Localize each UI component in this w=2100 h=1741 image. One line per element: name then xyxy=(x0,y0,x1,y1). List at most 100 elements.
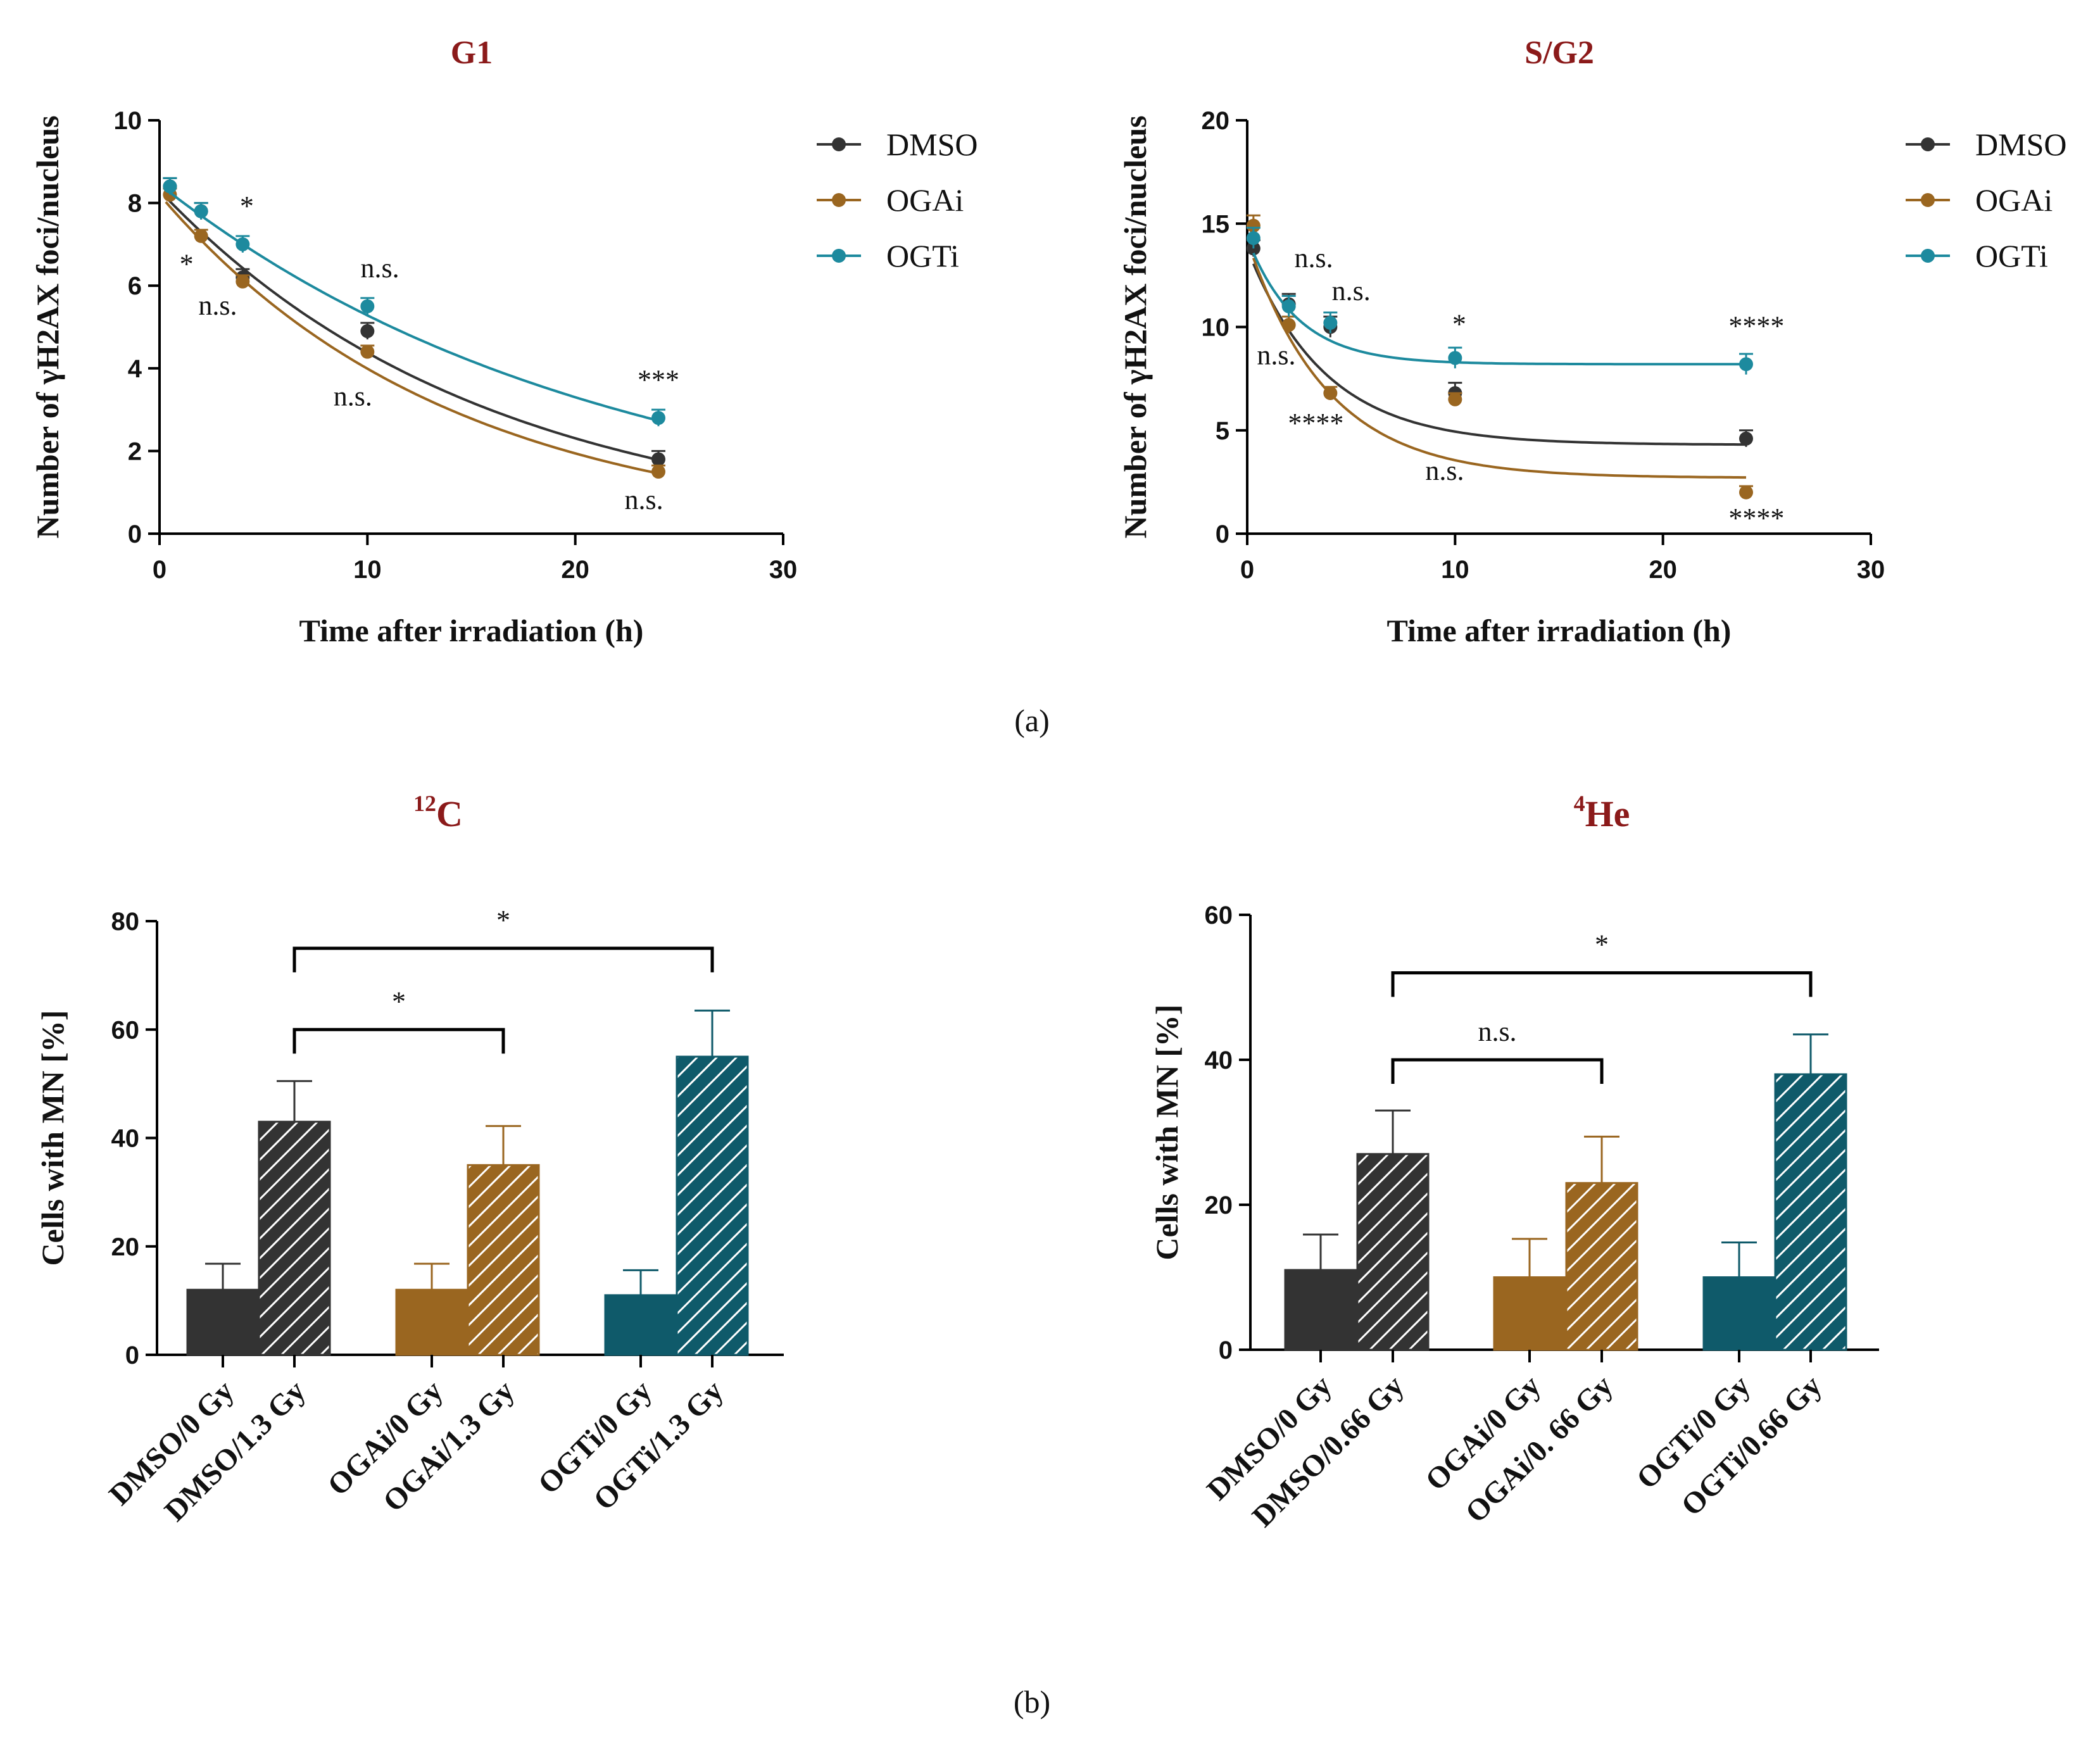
significance-label: **** xyxy=(1288,408,1343,439)
data-point-OGTi xyxy=(1246,231,1261,246)
significance-label: n.s. xyxy=(1295,242,1333,273)
data-point-OGAi xyxy=(236,274,250,289)
bar-OGTi/0 Gy xyxy=(1702,1276,1776,1351)
significance-label: **** xyxy=(1728,311,1784,342)
y-tick-label: 0 xyxy=(1216,520,1229,548)
data-point-DMSO xyxy=(1739,431,1753,446)
legend-label-OGAi: OGAi xyxy=(886,182,964,218)
legend-marker-OGAi xyxy=(832,193,846,207)
legend-label-OGAi: OGAi xyxy=(1975,182,2053,218)
bar-DMSO/0 Gy xyxy=(186,1288,260,1356)
y-tick-label: 10 xyxy=(1202,314,1230,342)
data-point-OGTi xyxy=(1739,357,1753,372)
y-tick-label: 40 xyxy=(1205,1046,1233,1074)
legend-marker-DMSO xyxy=(1921,137,1935,151)
data-point-OGTi xyxy=(1281,299,1296,313)
y-tick-label: 0 xyxy=(1219,1336,1233,1364)
significance-label: n.s. xyxy=(1478,1016,1516,1047)
legend-label-OGTi: OGTi xyxy=(886,238,959,273)
y-tick-label: 0 xyxy=(125,1342,139,1369)
significance-label: n.s. xyxy=(334,381,372,412)
chart-title: G1 xyxy=(451,35,493,71)
fit-curve-OGAi xyxy=(1252,257,1746,479)
y-tick-label: 2 xyxy=(128,437,142,465)
significance-label: **** xyxy=(1728,503,1784,534)
panel-label-a: (a) xyxy=(1014,703,1050,738)
bar-OGAi/0. 66 Gy xyxy=(1565,1182,1638,1351)
x-axis-label: Time after irradiation (h) xyxy=(299,613,644,648)
fit-curve-DMSO xyxy=(1252,263,1746,446)
bar-OGAi/0 Gy xyxy=(1493,1276,1566,1351)
y-tick-label: 5 xyxy=(1216,417,1229,445)
x-tick-label: 30 xyxy=(769,556,798,584)
chart-title-symbol: C xyxy=(436,793,463,834)
chart-title: 4He xyxy=(1574,791,1630,834)
significance-label: *** xyxy=(638,364,679,395)
significance-label: * xyxy=(240,191,254,222)
chart-g1: G1 0 2 4 6 8 10 0 10 20 30 Time after irradiation (… xyxy=(30,35,978,648)
chart-title-superscript: 4 xyxy=(1574,791,1585,816)
bar-OGTi/0.66 Gy xyxy=(1774,1073,1847,1351)
fit-curve-OGTi xyxy=(1252,252,1746,366)
significance-label: n.s. xyxy=(360,253,399,284)
y-axis-label: Number of γH2AX foci/nucleus xyxy=(30,115,65,538)
bar-OGTi/1.3 Gy xyxy=(676,1055,749,1356)
y-tick-label: 0 xyxy=(128,520,142,548)
data-point-OGTi xyxy=(1323,315,1338,330)
chart-title-symbol: He xyxy=(1585,793,1630,834)
data-point-OGTi xyxy=(651,411,665,425)
significance-label: n.s. xyxy=(1332,275,1371,306)
y-tick-label: 10 xyxy=(114,107,142,135)
x-tick-label: 0 xyxy=(153,556,167,584)
significance-bracket xyxy=(292,1028,505,1054)
legend-marker-OGTi xyxy=(1921,249,1935,263)
bar-DMSO/1.3 Gy xyxy=(258,1121,331,1356)
y-tick-label: 60 xyxy=(1205,902,1233,929)
data-point-OGAi xyxy=(1281,318,1296,332)
legend-marker-DMSO xyxy=(832,137,846,151)
legend-marker-OGAi xyxy=(1921,193,1935,207)
bar-OGAi/1.3 Gy xyxy=(467,1164,540,1356)
y-tick-label: 20 xyxy=(1202,107,1230,135)
significance-label: n.s. xyxy=(624,484,663,515)
legend-marker-OGTi xyxy=(832,249,846,263)
x-tick-label: 30 xyxy=(1857,556,1885,584)
data-point-OGTi xyxy=(236,237,250,251)
data-point-OGAi xyxy=(651,465,665,479)
significance-label: n.s. xyxy=(1257,339,1295,370)
x-tick-label: 10 xyxy=(353,556,382,584)
significance-bracket xyxy=(292,946,714,972)
significance-label: * xyxy=(1595,929,1609,960)
significance-label: n.s. xyxy=(198,290,237,321)
significance-label: * xyxy=(1452,308,1466,339)
data-point-OGAi xyxy=(1739,485,1753,500)
x-tick-label: 20 xyxy=(1649,556,1677,584)
y-tick-label: 8 xyxy=(128,190,142,218)
data-point-OGTi xyxy=(360,299,375,313)
data-point-DMSO xyxy=(360,324,375,339)
data-point-OGAi xyxy=(194,229,208,243)
y-axis-label: Number of γH2AX foci/nucleus xyxy=(1117,115,1153,538)
legend-label-DMSO: DMSO xyxy=(886,127,978,162)
data-point-DMSO xyxy=(651,452,665,467)
data-point-OGTi xyxy=(194,204,208,218)
chart-title-superscript: 12 xyxy=(413,791,436,816)
x-tick-label: 20 xyxy=(561,556,589,584)
bar-OGTi/0 Gy xyxy=(604,1294,677,1356)
fit-curve-DMSO xyxy=(165,196,659,462)
significance-bracket xyxy=(1391,1058,1604,1084)
chart-title: S/G2 xyxy=(1525,35,1594,71)
bar-DMSO/0 Gy xyxy=(1284,1269,1357,1351)
data-point-OGAi xyxy=(1246,218,1261,233)
y-tick-label: 15 xyxy=(1202,210,1230,238)
y-tick-label: 40 xyxy=(111,1125,140,1153)
legend-label-OGTi: OGTi xyxy=(1975,238,2048,273)
y-tick-label: 60 xyxy=(111,1016,140,1044)
y-tick-label: 4 xyxy=(128,355,142,383)
significance-label: n.s. xyxy=(1425,455,1464,486)
chart-sg2: S/G2 0 5 10 15 20 0 10 20 30 Time after irradiatio… xyxy=(1117,35,2066,648)
significance-label: * xyxy=(496,905,510,936)
significance-label: * xyxy=(392,986,406,1017)
